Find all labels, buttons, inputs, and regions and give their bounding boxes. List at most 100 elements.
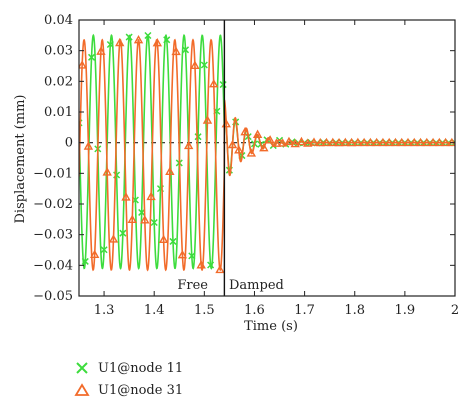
triangle-marker xyxy=(277,138,288,147)
cross-marker xyxy=(106,40,114,49)
triangle-marker xyxy=(403,137,413,147)
annotation-free: Free xyxy=(177,278,208,293)
triangle-marker xyxy=(259,142,269,152)
y-tick-label: −0.01 xyxy=(33,166,73,181)
triangle-marker xyxy=(246,148,257,157)
triangle-marker xyxy=(422,137,432,147)
triangle-marker xyxy=(334,137,344,147)
triangle-marker xyxy=(252,129,263,138)
triangle-marker xyxy=(340,137,351,147)
y-tick-label: −0.05 xyxy=(33,289,73,304)
series-line-node-31 xyxy=(79,38,455,272)
cross-marker xyxy=(200,61,208,69)
triangle-marker xyxy=(434,137,445,147)
triangle-marker xyxy=(328,137,338,147)
x-tick-label: 1.8 xyxy=(344,303,365,318)
triangle-marker xyxy=(409,137,419,147)
triangle-marker xyxy=(140,215,150,224)
triangle-marker xyxy=(133,34,144,44)
x-axis-label: Time (s) xyxy=(244,319,298,334)
triangle-marker xyxy=(353,137,363,147)
triangle-marker xyxy=(284,136,294,146)
triangle-marker xyxy=(215,264,225,274)
plot-area xyxy=(79,20,455,296)
triangle-marker xyxy=(79,60,87,69)
y-tick-label: 0.04 xyxy=(44,13,73,28)
x-tick-label: 1.6 xyxy=(244,303,265,318)
cross-marker xyxy=(138,208,146,216)
cross-marker xyxy=(88,53,96,61)
legend: U1@node 11 U1@node 31 xyxy=(74,358,183,402)
triangle-marker xyxy=(265,135,275,144)
triangle-marker xyxy=(165,166,175,176)
triangle-marker xyxy=(227,139,238,149)
triangle-marker xyxy=(96,46,106,55)
triangle-marker xyxy=(196,260,206,269)
triangle-marker xyxy=(428,137,438,147)
cross-marker xyxy=(207,261,215,269)
x-tick-label: 1.9 xyxy=(395,303,416,318)
triangle-marker xyxy=(359,137,369,147)
plot-frame xyxy=(78,19,456,297)
triangle-marker xyxy=(202,115,213,124)
cross-marker xyxy=(182,46,190,54)
triangle-marker xyxy=(209,78,219,88)
x-tick-label: 1.7 xyxy=(294,303,315,318)
triangle-marker xyxy=(384,137,394,147)
triangle-marker xyxy=(102,167,112,176)
triangle-marker xyxy=(89,249,100,259)
triangle-marker xyxy=(346,137,357,147)
triangle-marker xyxy=(190,60,200,69)
triangle-marker xyxy=(240,126,250,136)
cross-marker xyxy=(219,81,227,89)
triangle-marker xyxy=(177,249,188,259)
legend-item-node-31: U1@node 31 xyxy=(74,380,183,400)
y-tick-label: 0.01 xyxy=(44,105,73,120)
x-tick-label: 1.3 xyxy=(94,303,115,318)
y-tick-label: 0 xyxy=(65,136,73,151)
triangle-marker xyxy=(296,136,307,146)
triangle-marker xyxy=(309,137,319,146)
x-tick-label: 1.4 xyxy=(144,303,165,318)
x-tick-label: 2 xyxy=(451,303,459,318)
triangle-marker xyxy=(290,138,300,148)
triangle-marker xyxy=(371,137,382,147)
cross-marker xyxy=(100,246,108,254)
triangle-marker xyxy=(146,191,156,201)
y-tick-label: −0.02 xyxy=(33,197,73,212)
triangle-marker xyxy=(171,46,181,56)
triangle-marker xyxy=(365,137,376,147)
triangle-marker xyxy=(234,145,244,154)
legend-label: U1@node 11 xyxy=(98,360,184,376)
triangle-marker xyxy=(108,234,119,243)
cross-marker-icon xyxy=(76,362,88,374)
cross-marker xyxy=(169,237,177,245)
triangle-marker xyxy=(115,37,125,47)
legend-item-node-11: U1@node 11 xyxy=(74,358,183,378)
triangle-marker xyxy=(321,137,332,147)
triangle-marker xyxy=(397,137,407,147)
cross-marker xyxy=(150,218,158,227)
axes: 0.04 0.03 0.02 0.01 0 −0.01 −0.02 −0.03 −0.04 −0.… xyxy=(33,13,459,318)
triangle-marker xyxy=(440,137,451,147)
y-tick-label: −0.04 xyxy=(33,258,73,273)
cross-marker xyxy=(194,133,202,141)
triangle-marker xyxy=(127,214,137,224)
y-tick-label: 0.03 xyxy=(44,44,73,59)
series-line-node-11 xyxy=(79,33,455,270)
triangle-marker xyxy=(415,137,426,147)
triangle-marker-icon xyxy=(74,383,90,396)
y-tick-label: 0.02 xyxy=(44,74,73,89)
annotation-damped: Damped xyxy=(229,278,284,293)
legend-label: U1@node 31 xyxy=(98,382,184,398)
cross-marker xyxy=(144,31,152,40)
triangle-marker xyxy=(83,141,94,150)
triangle-marker xyxy=(378,137,388,147)
cross-marker xyxy=(119,229,127,237)
cross-marker xyxy=(81,257,89,265)
triangle-marker xyxy=(152,37,163,47)
y-tick-label: −0.03 xyxy=(33,228,73,243)
plot-clip-group xyxy=(79,31,455,274)
cross-marker xyxy=(188,252,196,260)
